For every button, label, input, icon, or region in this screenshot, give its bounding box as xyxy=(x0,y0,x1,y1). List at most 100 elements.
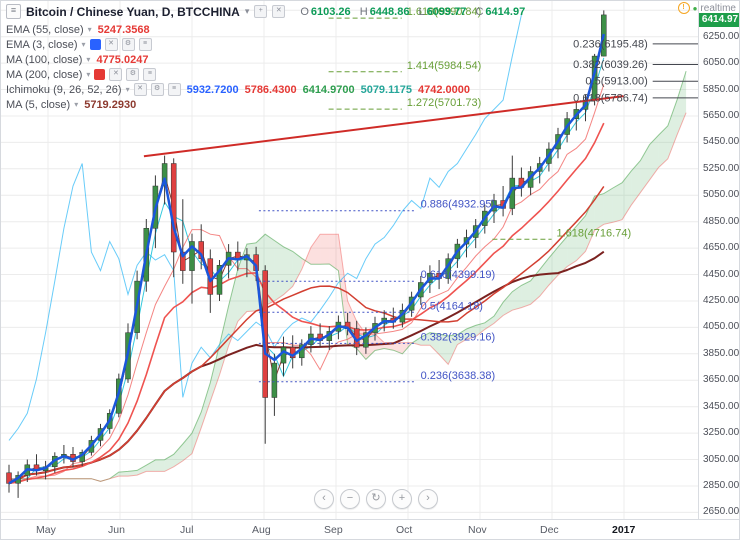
indicator-value: 4775.0247 xyxy=(96,53,149,66)
indicator-options-icon[interactable]: ▾ xyxy=(81,40,86,49)
trend-line xyxy=(143,95,624,158)
indicator-legend-row[interactable]: EMA (3, close) ▾ ✕ ⚙ ≡ xyxy=(6,37,470,52)
fib-level-label: 0.382(3929.16) xyxy=(421,331,496,343)
symbol-title[interactable]: Bitcoin / Chinese Yuan, D, BTCCHINA xyxy=(26,4,240,19)
ma-200-line xyxy=(8,250,605,485)
kijun-sen-line xyxy=(8,84,605,482)
price-tick-label: 2650.00 xyxy=(703,506,740,517)
time-axis[interactable]: May Jun Jul Aug Sep Oct Nov Dec 2017 xyxy=(1,519,739,539)
indicator-options-icon[interactable]: ▾ xyxy=(74,100,79,109)
indicator-more-icon[interactable]: ≡ xyxy=(167,83,181,96)
chart-header: ≡ Bitcoin / Chinese Yuan, D, BTCCHINA ▾ … xyxy=(6,4,525,19)
indicator-settings-icon[interactable]: ⚙ xyxy=(150,83,164,96)
indicator-label[interactable]: MA (5, close) xyxy=(6,98,71,111)
fib-level-label: 0.618(4399.19) xyxy=(421,269,496,281)
indicator-legend: EMA (55, close) ▾ 5247.3568 EMA (3, close) ▾… xyxy=(6,22,470,112)
time-tick-label: Nov xyxy=(468,524,487,536)
indicator-legend-row[interactable]: Ichimoku (9, 26, 52, 26) ▾ ✕ ⚙ ≡ 5932.7200 578… xyxy=(6,82,470,97)
price-tick-label: 4050.00 xyxy=(703,321,740,332)
time-tick-label: May xyxy=(36,524,56,536)
indicator-settings-icon[interactable]: ⚙ xyxy=(126,68,140,81)
indicator-more-icon[interactable]: ≡ xyxy=(138,38,152,51)
price-tick-label: 4650.00 xyxy=(703,242,740,253)
info-icon[interactable]: ! xyxy=(677,2,690,14)
symbol-dropdown-icon[interactable]: ▾ xyxy=(244,6,250,16)
price-tick-label: 3250.00 xyxy=(703,427,740,438)
indicator-options-icon[interactable]: ▾ xyxy=(125,85,130,94)
indicator-value: 4742.0000 xyxy=(417,83,470,96)
price-axis[interactable]: 6250.00 6050.00 5850.00 5650.00 5450.00 5250.… xyxy=(698,1,740,519)
remove-indicator-icon[interactable]: ✕ xyxy=(133,83,147,96)
indicator-options-icon[interactable]: ▾ xyxy=(86,55,91,64)
open-label: O xyxy=(300,5,309,18)
indicator-label[interactable]: EMA (55, close) xyxy=(6,23,84,36)
time-tick-label: Sep xyxy=(324,524,343,536)
scroll-right-button[interactable]: › xyxy=(418,489,438,509)
indicator-label[interactable]: Ichimoku (9, 26, 52, 26) xyxy=(6,83,122,96)
fib-annotations[interactable]: 1.618(6390.84) 1.414(5984.54) 1.272(5701.7… xyxy=(258,6,698,383)
fib-level-label: 1.618(6390.84) xyxy=(407,6,482,18)
fib-level-label: 1.414(5984.54) xyxy=(407,60,482,72)
indicator-settings-icon[interactable]: ⚙ xyxy=(121,38,135,51)
indicator-value: 5719.2930 xyxy=(84,98,137,111)
price-tick-label: 3050.00 xyxy=(703,454,740,465)
price-tick-label: 4850.00 xyxy=(703,216,740,227)
indicator-label[interactable]: MA (100, close) xyxy=(6,53,83,66)
zoom-in-button[interactable]: + xyxy=(392,489,412,509)
close-label: C xyxy=(475,5,484,18)
low-value: 6099.77 xyxy=(426,5,467,18)
last-price-tag: 6414.97 xyxy=(699,13,739,27)
price-tick-label: 2850.00 xyxy=(703,480,740,491)
time-tick-label: Jul xyxy=(180,524,194,536)
indicator-more-icon[interactable]: ≡ xyxy=(143,68,157,81)
price-tick-label: 5650.00 xyxy=(703,110,740,121)
indicator-legend-row[interactable]: EMA (55, close) ▾ 5247.3568 xyxy=(6,22,470,37)
indicator-legend-row[interactable]: MA (5, close) ▾ 5719.2930 xyxy=(6,97,470,112)
indicator-legend-row[interactable]: MA (200, close) ▾ ✕ ⚙ ≡ xyxy=(6,67,470,82)
time-tick-label: 2017 xyxy=(612,524,636,536)
add-compare-icon[interactable]: + xyxy=(254,5,268,18)
chart-options-icon[interactable]: ✕ xyxy=(272,5,286,18)
front-overlay-lines xyxy=(8,33,606,485)
price-tick-label: 5850.00 xyxy=(703,84,740,95)
symbol-menu-icon[interactable]: ≡ xyxy=(6,4,21,19)
indicator-options-icon[interactable]: ▾ xyxy=(86,70,91,79)
indicator-options-icon[interactable]: ▾ xyxy=(87,25,92,34)
fib-level-label: 0.5(5913.00) xyxy=(585,76,647,88)
ema-55-line xyxy=(8,122,605,485)
chart-nav-controls: ‹ − ↻ + › xyxy=(314,489,438,509)
price-tick-label: 3850.00 xyxy=(703,348,740,359)
low-label: L xyxy=(418,5,425,18)
tenkan-sen-line xyxy=(8,57,605,482)
fib-level-label: 1.272(5701.73) xyxy=(407,97,482,109)
close-value: 6414.97 xyxy=(485,5,526,18)
indicator-value: 6414.9700 xyxy=(302,83,355,96)
fib-level-label: 0.886(4932.95) xyxy=(421,199,496,211)
indicator-legend-row[interactable]: MA (100, close) ▾ 4775.0247 xyxy=(6,52,470,67)
fib-level-label: 0.236(6195.48) xyxy=(573,38,648,50)
scroll-left-button[interactable]: ‹ xyxy=(314,489,334,509)
price-tick-label: 4450.00 xyxy=(703,269,740,280)
indicator-label[interactable]: MA (200, close) xyxy=(6,68,83,81)
price-tick-label: 3650.00 xyxy=(703,374,740,385)
zoom-out-button[interactable]: − xyxy=(340,489,360,509)
high-value: 6448.86 xyxy=(369,5,410,18)
indicator-color-swatch[interactable] xyxy=(94,69,106,80)
time-tick-label: Oct xyxy=(396,524,413,536)
indicator-value: 5932.7200 xyxy=(186,83,239,96)
time-tick-label: Aug xyxy=(252,524,271,536)
realtime-label: realtime xyxy=(700,2,736,14)
indicator-value: 5247.3568 xyxy=(97,23,150,36)
remove-indicator-icon[interactable]: ✕ xyxy=(109,68,123,81)
plot-area: 1.618(6390.84) 1.414(5984.54) 1.272(5701.7… xyxy=(1,1,698,519)
indicator-color-swatch[interactable] xyxy=(89,39,101,50)
indicator-label[interactable]: EMA (3, close) xyxy=(6,38,78,51)
reset-view-button[interactable]: ↻ xyxy=(366,489,386,509)
remove-indicator-icon[interactable]: ✕ xyxy=(104,38,118,51)
price-tick-label: 5250.00 xyxy=(703,163,740,174)
price-tick-label: 5050.00 xyxy=(703,189,740,200)
fib-level-label: 0.5(4164.18) xyxy=(421,300,483,312)
time-tick-label: Jun xyxy=(108,524,125,536)
